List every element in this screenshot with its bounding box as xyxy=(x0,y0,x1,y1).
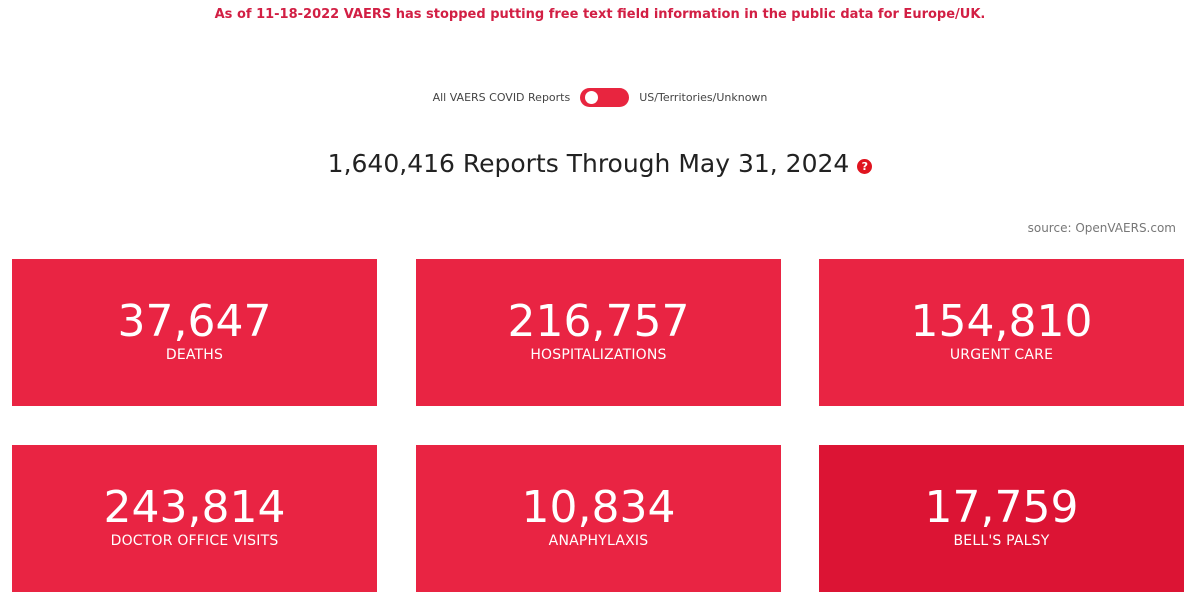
stat-label: BELL'S PALSY xyxy=(953,533,1050,549)
stat-value: 154,810 xyxy=(910,296,1093,347)
stat-label: HOSPITALIZATIONS xyxy=(530,347,667,363)
stat-label: DEATHS xyxy=(165,347,224,363)
notice-banner: As of 11-18-2022 VAERS has stopped putti… xyxy=(214,7,986,22)
switch-knob xyxy=(585,91,599,104)
stat-card-bells-palsy[interactable]: 17,759 BELL'S PALSY xyxy=(819,445,1184,592)
page-title: 1,640,416 Reports Through May 31, 2024 ? xyxy=(0,149,1200,178)
report-scope-switch[interactable] xyxy=(580,88,630,107)
stat-card-hospitalizations[interactable]: 216,757 HOSPITALIZATIONS xyxy=(416,259,781,406)
stat-label: DOCTOR OFFICE VISITS xyxy=(110,533,279,549)
source-credit: source: OpenVAERS.com xyxy=(1027,221,1176,235)
toggle-label-us-territories: US/Territories/Unknown xyxy=(639,91,768,104)
report-scope-toggle-row: All VAERS COVID Reports US/Territories/U… xyxy=(0,88,1200,107)
help-icon[interactable]: ? xyxy=(857,158,873,174)
stat-value: 37,647 xyxy=(117,296,272,347)
stat-card-urgent-care[interactable]: 154,810 URGENT CARE xyxy=(819,259,1184,406)
stat-value: 243,814 xyxy=(103,482,286,533)
reports-total-heading: 1,640,416 Reports Through May 31, 2024 xyxy=(327,149,850,178)
stat-value: 17,759 xyxy=(924,482,1079,533)
stat-label: URGENT CARE xyxy=(949,347,1054,363)
stat-value: 216,757 xyxy=(507,296,690,347)
stat-label: ANAPHYLAXIS xyxy=(548,533,649,549)
stat-card-doctor-office-visits[interactable]: 243,814 DOCTOR OFFICE VISITS xyxy=(12,445,377,592)
stat-card-anaphylaxis[interactable]: 10,834 ANAPHYLAXIS xyxy=(416,445,781,592)
stat-card-deaths[interactable]: 37,647 DEATHS xyxy=(12,259,377,406)
toggle-label-all-reports: All VAERS COVID Reports xyxy=(432,91,571,104)
stat-value: 10,834 xyxy=(521,482,676,533)
